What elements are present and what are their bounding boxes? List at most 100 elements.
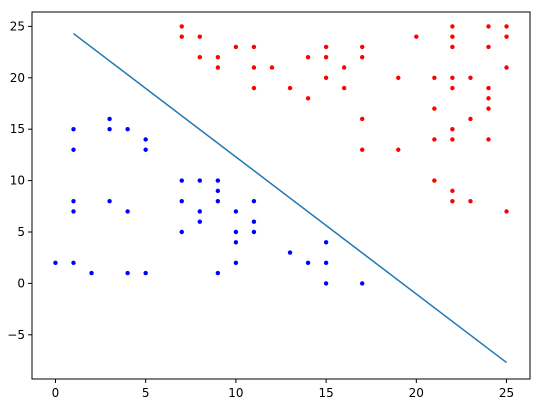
data-point-red: [432, 178, 437, 183]
data-point-red: [450, 24, 455, 29]
data-point-red: [323, 55, 329, 60]
data-point-blue: [323, 281, 329, 286]
data-point-blue: [143, 137, 148, 142]
data-point-blue: [125, 209, 130, 214]
data-point-blue: [197, 209, 202, 214]
data-point-red: [197, 34, 202, 39]
data-point-blue: [251, 229, 257, 235]
x-tick-label: 10: [228, 386, 243, 400]
y-tick-label: 15: [10, 122, 25, 136]
data-point-red: [323, 44, 329, 50]
data-point-blue: [125, 270, 130, 276]
y-tick-label: 20: [10, 71, 25, 85]
data-point-blue: [251, 198, 257, 204]
data-point-blue: [323, 260, 329, 266]
data-point-red: [341, 65, 347, 70]
data-point-red: [360, 116, 365, 122]
data-point-red: [323, 75, 329, 80]
data-point-red: [450, 137, 455, 142]
data-point-blue: [125, 126, 130, 132]
data-point-red: [396, 75, 401, 80]
data-point-red: [450, 44, 455, 50]
data-point-red: [468, 75, 473, 80]
data-point-blue: [251, 219, 257, 224]
data-point-red: [305, 55, 311, 60]
data-point-red: [468, 198, 473, 204]
data-point-blue: [71, 126, 76, 132]
x-tick-label: 0: [52, 386, 60, 400]
data-point-red: [432, 137, 437, 142]
data-point-blue: [53, 260, 58, 266]
data-point-blue: [233, 229, 239, 235]
x-tick-label: 15: [318, 386, 333, 400]
data-point-red: [215, 65, 221, 70]
data-point-red: [450, 34, 455, 39]
x-axis: 0 5 10 15 20 25: [52, 379, 514, 400]
data-point-red: [287, 85, 293, 91]
data-point-blue: [233, 260, 239, 266]
decision-boundary-line: [73, 32, 507, 364]
data-point-red: [486, 85, 491, 91]
data-point-red: [450, 188, 455, 194]
data-point-red: [450, 75, 455, 80]
plot-area: [53, 24, 509, 364]
y-tick-label: 25: [10, 19, 25, 33]
data-point-red: [251, 44, 257, 50]
data-point-red: [179, 24, 184, 29]
data-point-blue: [215, 178, 221, 183]
data-point-blue: [305, 260, 311, 266]
data-point-red: [432, 106, 437, 111]
data-point-blue: [71, 198, 76, 204]
data-point-blue: [71, 147, 76, 152]
data-point-blue: [233, 209, 239, 214]
y-tick-label: 0: [17, 276, 25, 290]
data-point-red: [486, 137, 491, 142]
data-point-red: [486, 24, 491, 29]
data-point-blue: [233, 240, 239, 245]
data-point-blue: [287, 250, 293, 255]
data-point-red: [504, 34, 509, 39]
y-tick-label: −5: [7, 328, 25, 342]
data-point-red: [251, 85, 257, 91]
data-point-red: [504, 24, 509, 29]
data-point-blue: [71, 209, 76, 214]
data-point-blue: [89, 270, 94, 276]
data-point-red: [450, 198, 455, 204]
data-point-red: [450, 85, 455, 91]
data-point-red: [396, 147, 401, 152]
x-tick-label: 25: [499, 386, 514, 400]
data-point-red: [179, 34, 184, 39]
data-point-red: [215, 55, 221, 60]
data-point-red: [341, 85, 347, 91]
data-point-red: [251, 65, 257, 70]
data-point-red: [305, 96, 311, 101]
data-point-red: [414, 34, 419, 39]
data-point-blue: [179, 198, 184, 204]
data-point-blue: [215, 198, 221, 204]
data-point-red: [486, 44, 491, 50]
data-point-blue: [107, 198, 112, 204]
data-point-blue: [71, 260, 76, 266]
data-point-blue: [197, 219, 202, 224]
data-point-red: [197, 55, 202, 60]
data-point-red: [486, 96, 491, 101]
x-tick-label: 5: [142, 386, 150, 400]
data-point-red: [233, 44, 239, 50]
data-point-blue: [197, 178, 202, 183]
data-point-red: [360, 147, 365, 152]
data-point-blue: [143, 270, 148, 276]
data-point-blue: [215, 188, 221, 194]
data-point-red: [360, 44, 365, 50]
y-tick-label: 5: [17, 225, 25, 239]
plot-frame: [31, 11, 531, 380]
data-point-blue: [179, 229, 184, 235]
data-point-red: [450, 126, 455, 132]
data-point-red: [486, 106, 491, 111]
data-point-blue: [107, 116, 112, 122]
data-point-blue: [215, 270, 221, 276]
data-point-red: [269, 65, 275, 70]
data-point-blue: [360, 281, 365, 286]
data-point-blue: [323, 240, 329, 245]
